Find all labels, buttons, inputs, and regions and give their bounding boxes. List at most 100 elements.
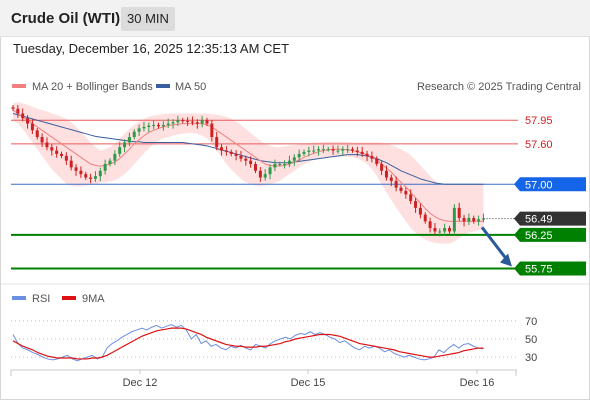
candle-body (195, 122, 199, 124)
candle-body (472, 217, 476, 222)
candle-body (79, 170, 83, 175)
candle (40, 133, 44, 147)
candle (375, 156, 379, 167)
level-tag-shape (514, 261, 586, 276)
candle (113, 150, 117, 166)
candle (152, 120, 156, 130)
candle (157, 122, 160, 129)
candle-body (210, 123, 214, 138)
candle-body (166, 123, 170, 125)
candle-body (98, 170, 102, 177)
candle-body (355, 150, 359, 152)
candle (229, 149, 233, 157)
candle (399, 185, 403, 194)
candle-body (181, 120, 185, 122)
candle (433, 223, 437, 235)
candle-body (45, 142, 49, 148)
candle-body (11, 107, 15, 109)
candle-body (326, 149, 330, 151)
candle-body (103, 164, 107, 171)
candle (394, 176, 398, 192)
candle-body (157, 124, 160, 127)
candle-body (336, 150, 340, 152)
candle-body (292, 157, 296, 161)
candle (142, 121, 146, 132)
candle-body (307, 150, 311, 152)
candle (181, 117, 185, 124)
candle (215, 132, 219, 151)
last-price-tag-shape (514, 211, 586, 226)
candle (404, 187, 408, 199)
candle (351, 146, 354, 153)
candle (457, 202, 461, 221)
candle-body (35, 130, 39, 138)
candle-body (360, 151, 364, 154)
candle-body (93, 176, 97, 179)
candle-body (205, 120, 209, 124)
candle (273, 159, 277, 172)
candle-body (84, 174, 88, 178)
legend-swatch-rsi (12, 296, 26, 300)
candle (195, 119, 199, 129)
candle-body (418, 207, 422, 215)
rsi-plot: 70 50 30 (11, 316, 537, 364)
candle-body (249, 160, 253, 165)
candle-body (234, 153, 238, 156)
candle (312, 145, 316, 154)
candle (355, 146, 359, 157)
candle-body (287, 160, 291, 165)
candle (147, 122, 151, 133)
candle-body (186, 120, 190, 122)
candle (370, 151, 374, 163)
candle-body (263, 174, 267, 178)
candle-body (171, 122, 175, 124)
candle (64, 152, 68, 166)
candle (176, 115, 180, 126)
last-price-tag: 56.49 (514, 211, 586, 226)
x-axis-ticks: Dec 12 Dec 15 Dec 16 (123, 370, 495, 389)
candle-body (423, 214, 427, 222)
candle (171, 119, 175, 129)
candle (443, 223, 447, 236)
candle-body (462, 217, 466, 222)
candle (307, 146, 311, 157)
main-legend: MA 20 + Bollinger Bands MA 50 Research ©… (12, 81, 581, 93)
x-tick-label: Dec 16 (460, 377, 495, 389)
candle-body (147, 125, 151, 127)
candle (331, 145, 335, 155)
legend-label-rsi-ma: 9MA (82, 293, 105, 305)
candle (428, 217, 432, 233)
candle-body (30, 123, 34, 131)
candle-body (239, 155, 243, 159)
candle (321, 144, 325, 153)
candle-body (278, 164, 282, 166)
candle (132, 129, 136, 140)
candle (35, 127, 39, 140)
candle (161, 121, 165, 131)
x-tick-label: Dec 12 (123, 377, 158, 389)
candle (98, 167, 102, 182)
timeframe-button[interactable]: 30 MIN (121, 7, 175, 31)
candle (452, 204, 456, 236)
candle (16, 105, 20, 118)
candle-body (137, 128, 141, 132)
candle (467, 213, 471, 226)
candle-body (118, 147, 122, 154)
candle (423, 212, 427, 224)
candle-body (224, 150, 228, 152)
candle (21, 108, 25, 122)
candle-body (127, 137, 131, 143)
candle-body (448, 228, 451, 232)
candle (360, 146, 364, 157)
level-tag-56.25: 56.25 (514, 227, 586, 242)
candle (127, 132, 131, 147)
level-tag-57.00: 57.00 (514, 177, 586, 192)
candle-body (438, 231, 442, 233)
candle (244, 155, 248, 166)
candle (93, 171, 97, 182)
legend-swatch-rsi-ma (62, 296, 76, 300)
legend-swatch-ma20 (12, 84, 26, 88)
instrument-title: Crude Oil (WTI) (11, 10, 121, 27)
candle-body (389, 177, 393, 181)
candle-body (452, 207, 456, 232)
